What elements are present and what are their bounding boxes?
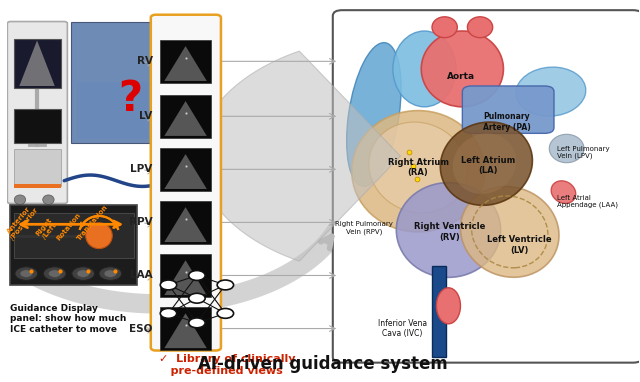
Text: Pulmonary
Artery (PA): Pulmonary Artery (PA) (483, 112, 531, 132)
Ellipse shape (352, 111, 484, 232)
Text: Right Pulmonary
Vein (RPV): Right Pulmonary Vein (RPV) (335, 221, 394, 235)
Bar (160, 254, 211, 297)
Ellipse shape (369, 122, 467, 213)
Polygon shape (164, 46, 207, 81)
Ellipse shape (393, 31, 456, 107)
Circle shape (77, 270, 90, 277)
Ellipse shape (436, 288, 460, 324)
Bar (13, 39, 61, 88)
Ellipse shape (551, 181, 576, 203)
Circle shape (99, 267, 122, 280)
Ellipse shape (432, 17, 458, 38)
Bar (10, 206, 137, 285)
Polygon shape (164, 154, 207, 189)
Ellipse shape (205, 177, 221, 188)
Text: Rotation: Rotation (56, 212, 83, 241)
Ellipse shape (200, 185, 219, 195)
Text: Aorta: Aorta (447, 72, 475, 81)
Text: Right Atrium
(RA): Right Atrium (RA) (388, 158, 449, 177)
Bar (13, 109, 61, 143)
Ellipse shape (347, 43, 401, 186)
Polygon shape (19, 40, 55, 86)
Ellipse shape (516, 67, 586, 116)
Text: Left Ventricle
(LV): Left Ventricle (LV) (487, 235, 552, 255)
Bar (13, 184, 61, 188)
Bar (160, 147, 211, 191)
FancyBboxPatch shape (151, 15, 221, 351)
Bar (160, 307, 211, 350)
Ellipse shape (549, 134, 584, 163)
Circle shape (189, 293, 205, 303)
Text: LV: LV (140, 111, 153, 121)
Circle shape (49, 270, 61, 277)
Circle shape (217, 280, 234, 290)
Text: Right Ventricle
(RV): Right Ventricle (RV) (414, 222, 485, 241)
Ellipse shape (14, 195, 26, 204)
Text: Left Atrial
Appendage (LAA): Left Atrial Appendage (LAA) (557, 195, 618, 208)
Circle shape (15, 267, 38, 280)
FancyBboxPatch shape (333, 10, 640, 363)
Text: Translation: Translation (76, 204, 109, 241)
Text: RPV: RPV (129, 217, 153, 227)
Text: Right
/Left: Right /Left (35, 217, 59, 241)
Text: Left Pulmonary
Vein (LPV): Left Pulmonary Vein (LPV) (557, 146, 610, 159)
Text: LPV: LPV (131, 164, 153, 174)
Ellipse shape (170, 170, 205, 191)
Circle shape (189, 318, 205, 328)
Bar (160, 201, 211, 244)
Ellipse shape (86, 223, 112, 249)
Ellipse shape (43, 195, 54, 204)
Bar (160, 94, 211, 138)
Text: RV: RV (137, 56, 153, 66)
Bar (70, 21, 194, 143)
Text: ?: ? (118, 78, 143, 120)
Polygon shape (164, 207, 207, 242)
Ellipse shape (421, 31, 504, 107)
Circle shape (72, 267, 95, 280)
Ellipse shape (440, 122, 532, 205)
Circle shape (44, 267, 66, 280)
Circle shape (104, 270, 116, 277)
Polygon shape (164, 313, 207, 348)
Bar (432, 266, 446, 357)
Circle shape (160, 308, 177, 318)
Ellipse shape (396, 183, 500, 277)
Polygon shape (164, 101, 207, 136)
FancyBboxPatch shape (462, 86, 554, 133)
Circle shape (160, 280, 177, 290)
Text: Anterior
/Posterior: Anterior /Posterior (4, 203, 39, 241)
Circle shape (217, 308, 234, 318)
Polygon shape (198, 51, 401, 261)
Bar (77, 82, 188, 139)
FancyBboxPatch shape (7, 21, 67, 204)
Ellipse shape (461, 186, 559, 277)
Circle shape (189, 270, 205, 280)
Bar (13, 213, 134, 259)
Text: Guidance Display
panel: show how much
ICE catheter to move: Guidance Display panel: show how much IC… (10, 304, 127, 334)
Text: ESO: ESO (129, 324, 153, 333)
Text: Inferior Vena
Cava (IVC): Inferior Vena Cava (IVC) (378, 319, 427, 338)
Ellipse shape (467, 17, 493, 38)
Circle shape (20, 270, 33, 277)
Text: AI-driven guidance system: AI-driven guidance system (198, 355, 448, 373)
Polygon shape (164, 260, 207, 295)
Text: LAA: LAA (130, 270, 153, 280)
Ellipse shape (452, 133, 516, 194)
Text: Left Atrium
(LA): Left Atrium (LA) (461, 156, 515, 175)
Bar (160, 40, 211, 83)
Text: ✓  Library of clinically
   pre-defined views: ✓ Library of clinically pre-defined view… (159, 354, 296, 376)
Bar (13, 149, 61, 186)
